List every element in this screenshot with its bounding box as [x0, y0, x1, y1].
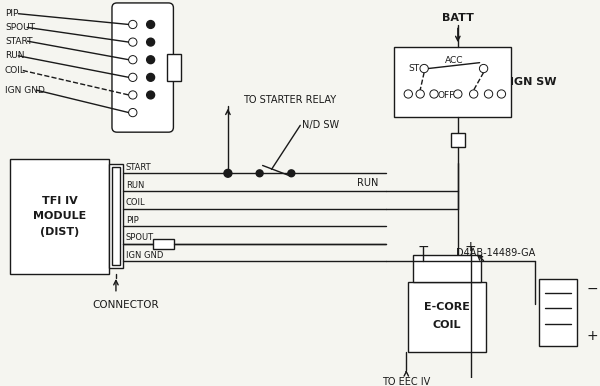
Text: START: START — [5, 37, 32, 46]
Circle shape — [224, 169, 232, 177]
Circle shape — [481, 66, 487, 71]
Circle shape — [129, 56, 137, 64]
Text: D4AB-14489-GA: D4AB-14489-GA — [456, 247, 535, 257]
Text: BATT: BATT — [442, 13, 474, 23]
Text: MODULE: MODULE — [33, 212, 86, 222]
Text: −: − — [418, 240, 429, 254]
Text: COIL: COIL — [126, 198, 145, 207]
Circle shape — [129, 20, 137, 29]
Bar — [408, 282, 485, 352]
Circle shape — [130, 110, 136, 115]
Bar — [112, 168, 120, 265]
Text: IGN GND: IGN GND — [126, 251, 163, 260]
Text: PIP: PIP — [5, 9, 19, 18]
Circle shape — [130, 22, 136, 27]
Circle shape — [497, 90, 505, 98]
Circle shape — [130, 39, 136, 45]
Bar — [109, 164, 123, 268]
Text: (DIST): (DIST) — [40, 227, 79, 237]
Text: PIP: PIP — [126, 216, 139, 225]
Bar — [152, 239, 175, 249]
Circle shape — [431, 91, 437, 97]
Circle shape — [256, 170, 263, 177]
Circle shape — [479, 64, 488, 73]
Text: CONNECTOR: CONNECTOR — [92, 300, 159, 310]
FancyBboxPatch shape — [112, 3, 173, 132]
Circle shape — [146, 56, 155, 64]
Circle shape — [404, 90, 412, 98]
Bar — [451, 133, 465, 147]
Text: COIL: COIL — [433, 320, 461, 330]
Bar — [394, 47, 511, 117]
Circle shape — [454, 90, 462, 98]
Circle shape — [485, 91, 491, 97]
Text: IGN SW: IGN SW — [510, 77, 556, 87]
Circle shape — [146, 91, 155, 99]
Text: TO STARTER RELAY: TO STARTER RELAY — [243, 95, 336, 105]
Circle shape — [485, 90, 493, 98]
Circle shape — [421, 66, 427, 71]
Circle shape — [146, 20, 155, 29]
Circle shape — [288, 170, 295, 177]
Text: START: START — [126, 163, 151, 172]
Circle shape — [430, 90, 438, 98]
Circle shape — [130, 92, 136, 98]
Text: +: + — [465, 240, 476, 254]
Circle shape — [130, 74, 136, 80]
Circle shape — [499, 91, 505, 97]
Circle shape — [470, 90, 478, 98]
Text: RUN: RUN — [5, 51, 25, 60]
Text: E-CORE: E-CORE — [424, 302, 470, 312]
Text: N/D SW: N/D SW — [302, 120, 340, 130]
Circle shape — [420, 64, 428, 73]
Circle shape — [129, 91, 137, 99]
Text: TO EEC IV: TO EEC IV — [382, 377, 430, 386]
Circle shape — [146, 38, 155, 46]
Text: ST: ST — [408, 64, 419, 73]
Circle shape — [417, 91, 423, 97]
Bar — [413, 254, 481, 282]
Circle shape — [130, 57, 136, 63]
Text: +: + — [587, 329, 598, 343]
Circle shape — [129, 73, 137, 81]
Circle shape — [406, 91, 411, 97]
Bar — [539, 279, 577, 345]
Bar — [167, 54, 181, 81]
Text: IGN GND: IGN GND — [5, 86, 45, 95]
Bar — [10, 159, 109, 274]
Text: −: − — [587, 282, 598, 296]
Circle shape — [471, 91, 476, 97]
Text: COIL: COIL — [5, 66, 26, 75]
Text: RUN: RUN — [357, 178, 378, 188]
Text: ACC: ACC — [445, 56, 463, 65]
Text: SPOUT: SPOUT — [126, 234, 154, 242]
Text: OFF: OFF — [437, 91, 455, 100]
Text: SPOUT: SPOUT — [5, 23, 35, 32]
Circle shape — [129, 109, 137, 117]
Circle shape — [455, 91, 461, 97]
Circle shape — [146, 73, 155, 81]
Text: RUN: RUN — [126, 181, 144, 190]
Text: TFI IV: TFI IV — [41, 196, 77, 206]
Circle shape — [416, 90, 424, 98]
Circle shape — [129, 38, 137, 46]
